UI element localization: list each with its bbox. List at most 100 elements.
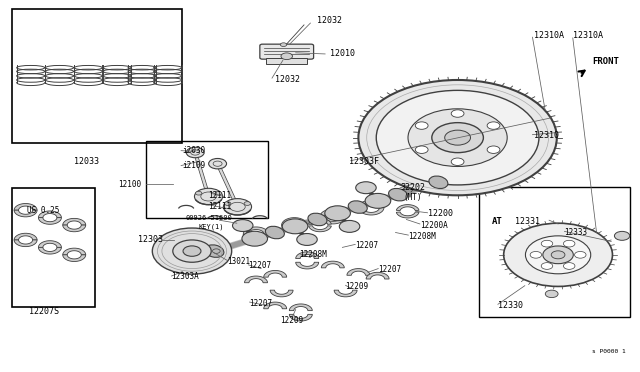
Bar <box>146 141 268 218</box>
Bar <box>12 188 95 307</box>
Text: 12032: 12032 <box>275 76 300 84</box>
Circle shape <box>242 231 268 246</box>
Polygon shape <box>264 270 287 277</box>
Circle shape <box>365 193 390 208</box>
Circle shape <box>575 251 586 258</box>
Circle shape <box>487 146 500 153</box>
Ellipse shape <box>348 201 367 213</box>
Bar <box>266 58 307 64</box>
Text: 12207: 12207 <box>355 241 378 250</box>
Circle shape <box>504 223 612 286</box>
Circle shape <box>408 109 508 166</box>
Circle shape <box>376 90 539 185</box>
Circle shape <box>186 147 204 158</box>
Polygon shape <box>14 203 37 210</box>
Text: 12209: 12209 <box>280 316 303 325</box>
Polygon shape <box>63 255 86 262</box>
Ellipse shape <box>308 213 327 226</box>
Circle shape <box>212 249 220 253</box>
Circle shape <box>339 221 360 232</box>
Circle shape <box>545 290 558 298</box>
Polygon shape <box>334 290 357 297</box>
Text: 12209: 12209 <box>346 282 369 291</box>
Text: 12310A: 12310A <box>573 31 603 40</box>
Text: s P0000 1: s P0000 1 <box>592 349 626 354</box>
Text: i2109: i2109 <box>182 161 205 170</box>
Circle shape <box>195 188 223 205</box>
Text: 12033: 12033 <box>74 157 99 166</box>
Polygon shape <box>358 208 384 215</box>
Text: 12111: 12111 <box>208 191 231 200</box>
Circle shape <box>297 234 317 246</box>
Polygon shape <box>296 262 319 269</box>
Text: 12200: 12200 <box>428 209 452 218</box>
Text: 12207: 12207 <box>248 262 271 270</box>
Circle shape <box>563 263 575 269</box>
Circle shape <box>551 251 565 259</box>
Circle shape <box>525 236 591 274</box>
Text: 12032: 12032 <box>317 16 342 25</box>
Text: KEY(1): KEY(1) <box>198 224 224 230</box>
Polygon shape <box>282 225 307 232</box>
Ellipse shape <box>429 176 448 189</box>
Polygon shape <box>243 234 269 242</box>
Polygon shape <box>38 241 61 247</box>
Circle shape <box>530 251 541 258</box>
Text: 12303F: 12303F <box>349 157 379 166</box>
Text: 12200A: 12200A <box>420 221 447 230</box>
Text: 12303: 12303 <box>138 235 163 244</box>
Text: US 0.25: US 0.25 <box>28 206 60 215</box>
Circle shape <box>543 246 573 264</box>
Polygon shape <box>289 314 312 321</box>
Polygon shape <box>14 210 37 217</box>
Text: 12330: 12330 <box>498 301 523 310</box>
FancyBboxPatch shape <box>260 44 314 59</box>
Circle shape <box>195 191 202 195</box>
Circle shape <box>209 158 227 169</box>
Text: 12310: 12310 <box>534 131 559 140</box>
Text: 12310A: 12310A <box>534 31 564 40</box>
Text: i2030: i2030 <box>182 146 205 155</box>
Circle shape <box>280 43 287 46</box>
Circle shape <box>445 130 470 145</box>
Text: 12111: 12111 <box>208 202 231 211</box>
Circle shape <box>451 158 464 166</box>
Circle shape <box>415 146 428 153</box>
Polygon shape <box>14 233 37 240</box>
Circle shape <box>432 123 483 153</box>
Polygon shape <box>366 272 389 279</box>
Polygon shape <box>308 218 332 224</box>
Polygon shape <box>244 276 268 283</box>
Polygon shape <box>38 211 61 218</box>
Polygon shape <box>320 209 346 217</box>
Circle shape <box>325 206 351 221</box>
Circle shape <box>244 202 250 205</box>
Polygon shape <box>264 302 287 309</box>
Text: FRONT: FRONT <box>592 57 619 66</box>
Polygon shape <box>347 269 370 275</box>
Circle shape <box>232 219 253 231</box>
Circle shape <box>451 110 464 117</box>
Polygon shape <box>38 218 61 224</box>
Bar <box>479 187 630 317</box>
Circle shape <box>541 263 553 269</box>
Circle shape <box>183 246 201 256</box>
Text: 12303A: 12303A <box>172 272 199 281</box>
Text: 00926-51600: 00926-51600 <box>186 215 232 221</box>
Text: 12207S: 12207S <box>29 307 58 316</box>
Polygon shape <box>282 218 307 225</box>
Text: 12010: 12010 <box>330 49 355 58</box>
Circle shape <box>356 182 376 194</box>
Circle shape <box>173 240 211 262</box>
Text: 12207: 12207 <box>378 265 401 274</box>
Polygon shape <box>358 200 384 208</box>
Text: 13021: 13021 <box>227 257 250 266</box>
Circle shape <box>358 80 557 195</box>
Ellipse shape <box>266 226 284 239</box>
Text: (MT): (MT) <box>404 193 422 202</box>
Ellipse shape <box>388 189 408 201</box>
Circle shape <box>563 240 575 247</box>
Polygon shape <box>63 218 86 225</box>
Circle shape <box>225 202 231 205</box>
Polygon shape <box>396 205 419 211</box>
